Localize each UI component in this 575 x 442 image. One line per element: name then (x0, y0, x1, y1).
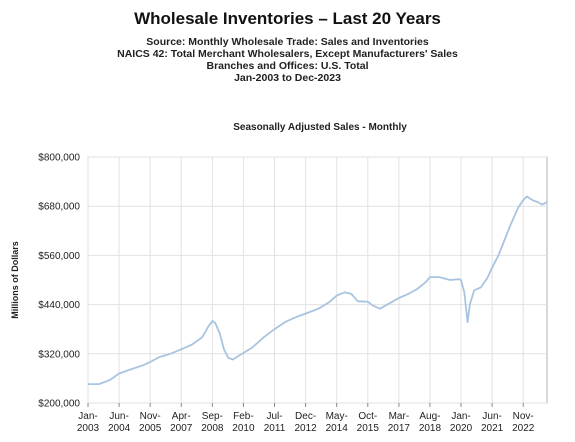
x-tick-label-year: 2017 (388, 423, 411, 434)
x-tick-label-month: Feb- (233, 411, 254, 422)
y-tick-label: $800,000 (38, 153, 80, 164)
x-tick-label-month: Oct- (358, 411, 377, 422)
x-tick-label-month: Apr- (172, 411, 191, 422)
x-tick-label-year: 2021 (481, 423, 504, 434)
page-title: Wholesale Inventories – Last 20 Years (134, 9, 441, 28)
y-tick-label: $680,000 (38, 202, 80, 213)
x-tick-label-month: Jan- (78, 411, 97, 422)
x-tick-label-year: 2020 (450, 423, 473, 434)
y-tick-label: $200,000 (38, 399, 80, 410)
x-tick-label-month: Jun- (109, 411, 128, 422)
x-tick-label-year: 2012 (294, 423, 317, 434)
x-tick-label-year: 2005 (139, 423, 162, 434)
x-tick-label-year: 2018 (419, 423, 442, 434)
x-tick-label-year: 2011 (264, 423, 286, 434)
subtitle-source: Source: Monthly Wholesale Trade: Sales a… (146, 36, 429, 48)
x-tick-label-year: 2004 (108, 423, 131, 434)
x-tick-label-month: May- (326, 411, 348, 422)
x-tick-label-year: 2022 (512, 423, 535, 434)
x-tick-label-year: 2007 (170, 423, 193, 434)
x-tick-label-month: Aug- (419, 411, 440, 422)
subtitle-branches: Branches and Offices: U.S. Total (206, 60, 369, 72)
y-tick-label: $440,000 (38, 300, 80, 311)
x-tick-label-month: Jun- (482, 411, 501, 422)
x-tick-label-year: 2008 (201, 423, 224, 434)
x-tick-label-month: Nov- (140, 411, 161, 422)
y-tick-label: $320,000 (38, 349, 80, 360)
x-tick-label-year: 2014 (326, 423, 349, 434)
subtitle-naics: NAICS 42: Total Merchant Wholesalers, Ex… (117, 48, 458, 60)
subtitle-date-range: Jan-2003 to Dec-2023 (234, 72, 341, 84)
x-tick-label-month: Jan- (451, 411, 470, 422)
series-line (88, 195, 548, 385)
x-tick-label-year: 2015 (357, 423, 380, 434)
x-tick-label-year: 2003 (77, 423, 100, 434)
y-axis-label: Millions of Dollars (10, 241, 20, 319)
y-tick-label: $560,000 (38, 251, 80, 262)
x-tick-label-year: 2010 (232, 423, 255, 434)
chart-title: Seasonally Adjusted Sales - Monthly (233, 122, 407, 133)
plot-area (87, 156, 548, 404)
x-tick-label-month: Jul- (266, 411, 282, 422)
x-tick-label-month: Nov- (513, 411, 534, 422)
x-tick-label-month: Sep- (202, 411, 223, 422)
x-tick-label-month: Dec- (295, 411, 316, 422)
x-tick-label-month: Mar- (389, 411, 410, 422)
